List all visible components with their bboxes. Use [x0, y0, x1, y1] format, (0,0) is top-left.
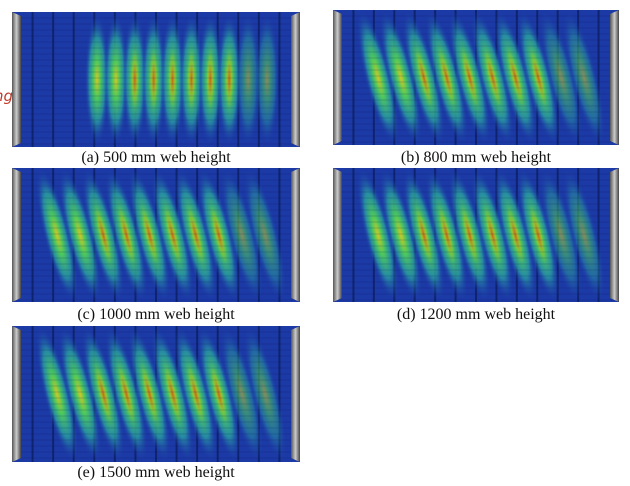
- stress-peak: [484, 206, 501, 264]
- stress-peak: [461, 206, 478, 264]
- stress-peak: [438, 48, 455, 107]
- stress-peak: [507, 48, 524, 107]
- stress-band: [540, 11, 582, 144]
- panel-caption: (d) 1200 mm web height: [397, 306, 556, 323]
- contour-image: [333, 10, 619, 145]
- stress-peak: [210, 206, 227, 264]
- stress-peak: [415, 48, 432, 107]
- stress-band: [236, 14, 261, 145]
- stress-band: [255, 14, 279, 145]
- stress-band: [85, 14, 109, 145]
- end-plate: [291, 12, 300, 147]
- stress-band: [357, 11, 399, 144]
- contour-image: [12, 12, 300, 147]
- end-plate: [610, 168, 619, 302]
- end-plate: [610, 10, 619, 145]
- stress-band: [221, 169, 263, 301]
- end-plate: [291, 326, 300, 462]
- panel-caption: (c) 1000 mm web height: [77, 306, 235, 323]
- stress-band: [221, 327, 263, 461]
- stress-peak: [164, 364, 181, 424]
- end-plate: [12, 168, 21, 302]
- stress-peak: [141, 206, 158, 264]
- stress-band: [36, 169, 78, 301]
- contour-image: [12, 168, 300, 302]
- stress-peak: [530, 206, 547, 264]
- end-plate: [333, 10, 342, 145]
- stress-peak: [415, 206, 432, 264]
- stress-peak: [206, 49, 215, 110]
- stress-band: [357, 169, 399, 301]
- stress-band: [563, 11, 605, 144]
- end-plate: [12, 326, 21, 462]
- stress-band: [59, 327, 101, 461]
- contour-image: [333, 168, 619, 302]
- stress-peak: [225, 49, 234, 110]
- stress-peak: [530, 48, 547, 107]
- stress-peak: [118, 364, 135, 424]
- stray-text: ng: [0, 87, 13, 105]
- stress-peak: [130, 49, 139, 110]
- stress-band: [103, 14, 128, 145]
- end-plate: [333, 168, 342, 302]
- stress-peak: [210, 364, 227, 424]
- stress-peak: [164, 206, 181, 264]
- panel-caption: (b) 800 mm web height: [401, 149, 552, 166]
- stress-peak: [141, 364, 158, 424]
- end-plate: [291, 168, 300, 302]
- stress-band: [244, 169, 286, 301]
- contour-image: [12, 326, 300, 462]
- stress-peak: [187, 364, 204, 424]
- stress-band: [563, 169, 605, 301]
- stress-band: [36, 327, 78, 461]
- stress-band: [380, 11, 422, 144]
- stress-peak: [149, 49, 158, 110]
- stress-peak: [187, 206, 204, 264]
- stress-peak: [168, 49, 177, 110]
- panel-caption: (e) 1500 mm web height: [77, 464, 235, 481]
- stress-peak: [95, 206, 112, 264]
- stress-peak: [484, 48, 501, 107]
- stress-peak: [95, 364, 112, 424]
- stress-band: [380, 169, 422, 301]
- end-plate: [12, 12, 21, 147]
- stress-peak: [118, 206, 135, 264]
- panel-caption: (a) 500 mm web height: [81, 149, 231, 166]
- stress-band: [540, 169, 582, 301]
- stress-band: [244, 327, 286, 461]
- stress-peak: [461, 48, 478, 107]
- stress-peak: [438, 206, 455, 264]
- stress-peak: [507, 206, 524, 264]
- stress-band: [59, 169, 101, 301]
- stress-peak: [187, 49, 196, 110]
